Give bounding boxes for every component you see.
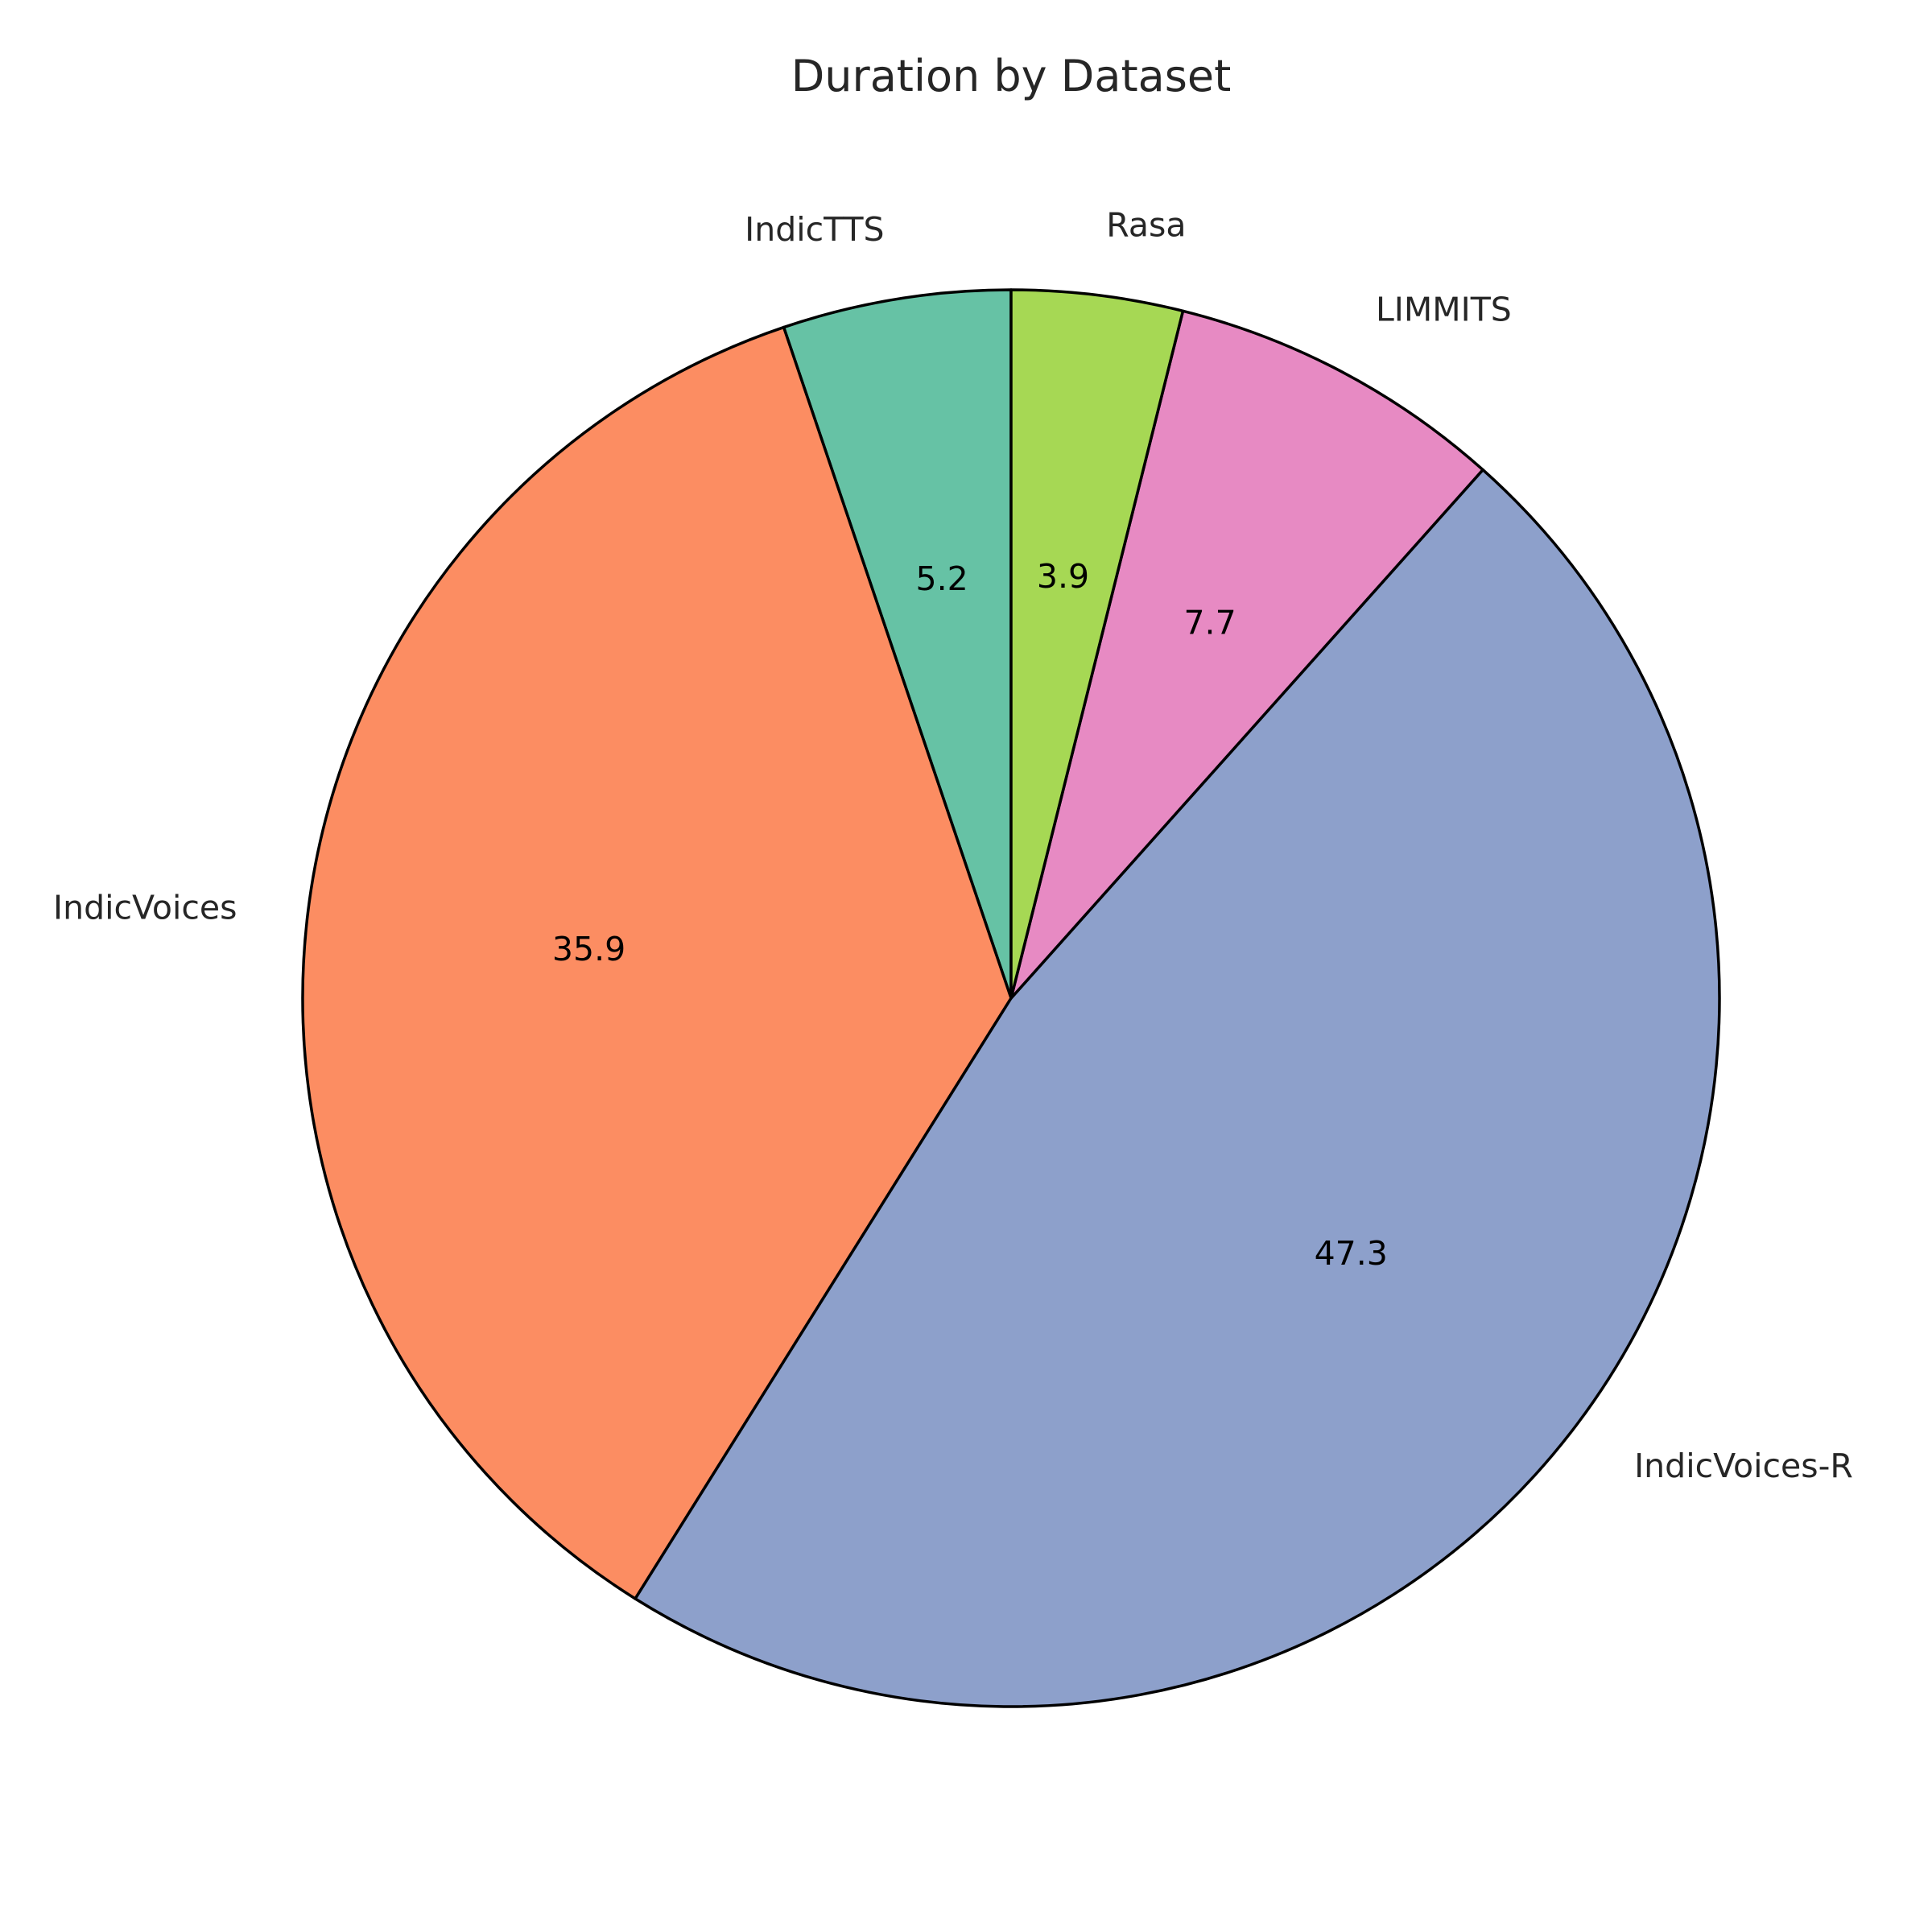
pie-slice-indictts bbox=[782, 288, 1013, 1000]
pie-slice-indicvoices-r bbox=[634, 468, 1721, 1708]
pie-slices bbox=[301, 288, 1721, 1708]
pie-value-label-indictts: 5.2 bbox=[916, 559, 968, 598]
pie-value-label-indicvoices-r: 47.3 bbox=[1315, 1234, 1388, 1273]
pie-category-label-indictts: IndicTTS bbox=[745, 210, 884, 249]
pie-value-label-indicvoices: 35.9 bbox=[552, 930, 625, 968]
pie-category-labels: IndicTTS IndicVoices IndicVoices-R LIMMITS R… bbox=[53, 205, 1853, 1485]
pie-category-label-indicvoices-r: IndicVoices-R bbox=[1634, 1447, 1853, 1485]
pie-slice-rasa bbox=[1009, 288, 1185, 1000]
pie-slice-limmits bbox=[1009, 309, 1484, 1000]
pie-category-label-limmits: LIMMITS bbox=[1376, 291, 1512, 329]
chart-title: Duration by Dataset bbox=[791, 51, 1232, 101]
pie-value-label-limmits: 7.7 bbox=[1183, 603, 1236, 642]
pie-category-label-indicvoices: IndicVoices bbox=[53, 889, 237, 927]
pie-category-label-rasa: Rasa bbox=[1106, 205, 1186, 244]
pie-value-label-rasa: 3.9 bbox=[1037, 557, 1089, 596]
pie-value-labels: 5.2 35.9 47.3 7.7 3.9 bbox=[552, 557, 1388, 1273]
